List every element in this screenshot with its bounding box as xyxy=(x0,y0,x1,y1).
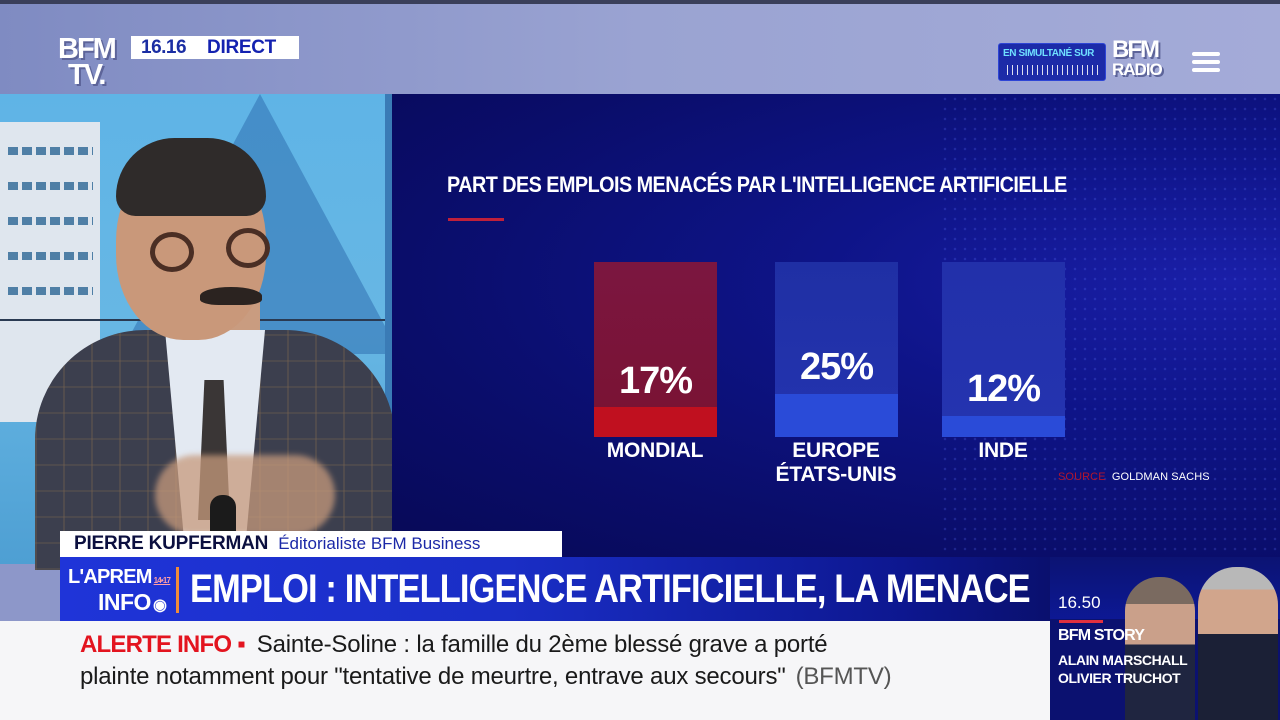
top-bar: BFM TV. 16.16 DIRECT EN SIMULTANÉ SUR BF… xyxy=(0,0,1280,94)
show-logo-line1: L'APREM xyxy=(68,566,152,588)
live-badge: 16.16 DIRECT xyxy=(131,36,299,59)
promo-rule xyxy=(1059,620,1103,623)
bfm-radio-logo[interactable]: BFM RADIO xyxy=(1112,36,1163,80)
chart-source: SOURCE GOLDMAN SACHS xyxy=(1058,471,1210,483)
ticker-text1: Sainte-Soline : la famille du 2ème bless… xyxy=(256,631,828,658)
glasses-icon xyxy=(150,232,194,272)
promo-host: OLIVIER TRUCHOT xyxy=(1058,670,1181,686)
bar-label-line1: EUROPE xyxy=(792,439,880,462)
bar-label-inde: INDE xyxy=(918,439,1088,463)
show-logo: L'APREM 14•17 INFO ◉ xyxy=(68,566,171,617)
bar-label-mondial: MONDIAL xyxy=(570,439,740,463)
logo-line1: BFM xyxy=(58,33,117,65)
ticker-line1: ALERTE INFO ▪ Sainte-Soline : la famille … xyxy=(80,631,828,659)
bar-value: 17% xyxy=(618,360,693,402)
radio-logo-line2: RADIO xyxy=(1112,60,1163,79)
hamburger-menu-icon[interactable] xyxy=(1192,52,1220,72)
source-value: GOLDMAN SACHS xyxy=(1111,471,1210,483)
source-label: SOURCE xyxy=(1058,471,1106,483)
chart-title: PART DES EMPLOIS MENACÉS PAR L'INTELLIGE… xyxy=(447,172,1067,197)
next-show-promo[interactable]: 16.50 BFM STORY ALAIN MARSCHALL OLIVIER … xyxy=(1050,557,1280,720)
guest-mustache xyxy=(200,287,262,305)
guest-hair xyxy=(116,138,266,216)
host-photo-1 xyxy=(1125,577,1195,720)
bar-label-line2: ÉTATS-UNIS xyxy=(775,463,897,486)
bfmtv-logo: BFM TV. xyxy=(58,33,124,92)
live-time: 16.16 xyxy=(141,36,187,58)
screen-frame xyxy=(385,94,392,564)
separator xyxy=(176,567,179,613)
bar-label-europe-usa: EUROPE ÉTATS-UNIS xyxy=(751,439,921,487)
top-rim xyxy=(0,0,1280,4)
broadcast-icon: ◉ xyxy=(152,597,167,614)
logo-line2: TV. xyxy=(68,59,106,91)
ticker-source: (BFMTV) xyxy=(795,663,892,690)
promo-host: ALAIN MARSCHALL xyxy=(1058,652,1188,668)
news-ticker: ALERTE INFO ▪ Sainte-Soline : la famille … xyxy=(0,621,1050,720)
alert-label: ALERTE INFO ▪ xyxy=(80,631,246,658)
live-label: DIRECT xyxy=(207,36,276,58)
bar-europe-usa: 25% xyxy=(775,262,898,437)
guest-name: PIERRE KUPFERMAN xyxy=(74,533,269,554)
headline: EMPLOI : INTELLIGENCE ARTIFICIELLE, LA M… xyxy=(190,567,1031,611)
ticker-line2: plainte notamment pour "tentative de meu… xyxy=(80,663,892,691)
guest-hands xyxy=(155,455,335,535)
headline-strip: L'APREM 14•17 INFO ◉ EMPLOI : INTELLIGENCE… xyxy=(60,557,1050,621)
bar-fill xyxy=(594,407,717,437)
title-underline xyxy=(448,218,504,221)
ticker-text2: plainte notamment pour "tentative de meu… xyxy=(80,663,786,690)
radio-logo-line1: BFM xyxy=(1112,36,1160,63)
guest-role: Éditorialiste BFM Business xyxy=(278,534,481,553)
audio-wave-icon xyxy=(1007,65,1099,75)
glasses-icon xyxy=(226,228,270,268)
promo-show: BFM STORY xyxy=(1058,627,1145,644)
bar-mondial: 17% xyxy=(594,262,717,437)
host-photo-2 xyxy=(1198,567,1278,720)
show-hours: 14•17 xyxy=(153,576,171,585)
simulcast-label: EN SIMULTANÉ SUR xyxy=(1003,48,1095,59)
bar-label-line1: INDE xyxy=(978,439,1028,462)
bar-value: 12% xyxy=(966,368,1041,410)
bar-fill xyxy=(942,416,1065,437)
guest-name-strip: PIERRE KUPFERMAN Éditorialiste BFM Busin… xyxy=(60,531,562,557)
simulcast-badge[interactable]: EN SIMULTANÉ SUR xyxy=(998,43,1106,81)
promo-time: 16.50 xyxy=(1058,593,1101,612)
bar-label-line1: MONDIAL xyxy=(606,439,704,462)
chart-panel: PART DES EMPLOIS MENACÉS PAR L'INTELLIGE… xyxy=(392,94,1280,564)
show-logo-line2: INFO xyxy=(98,589,151,615)
bar-inde: 12% xyxy=(942,262,1065,437)
bar-fill xyxy=(775,394,898,437)
bar-value: 25% xyxy=(799,346,874,388)
